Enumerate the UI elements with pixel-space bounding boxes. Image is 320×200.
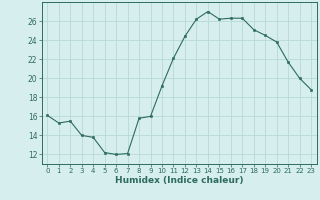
X-axis label: Humidex (Indice chaleur): Humidex (Indice chaleur) xyxy=(115,176,244,185)
